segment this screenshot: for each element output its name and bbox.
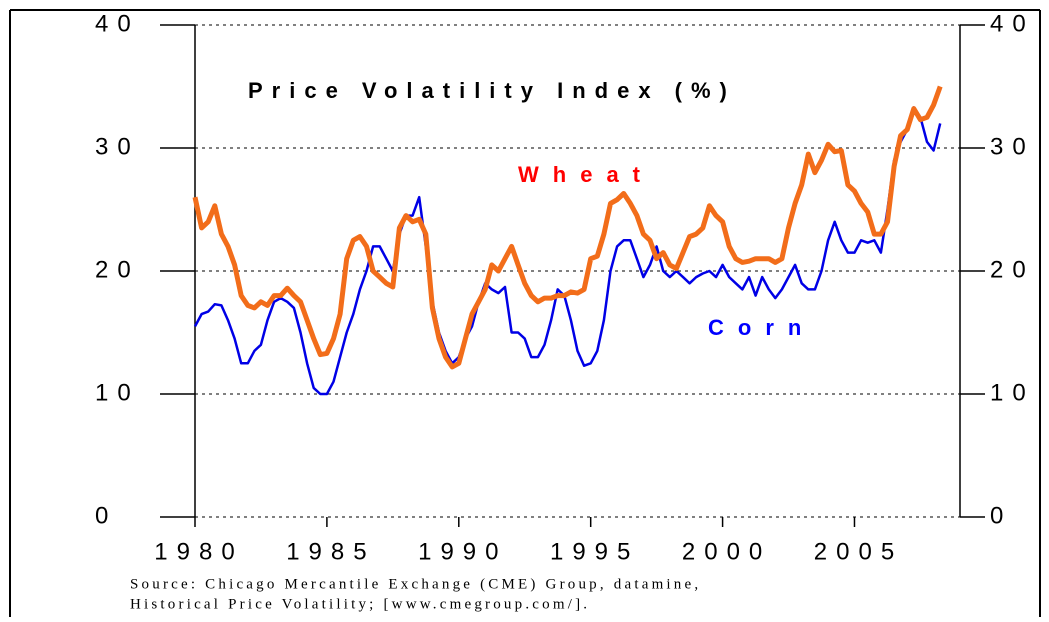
y-tick-label: 10 (95, 379, 140, 406)
y2-tick-label: 10 (990, 379, 1035, 406)
x-tick-label: 1990 (418, 538, 507, 565)
y2-tick-label: 0 (990, 502, 1012, 529)
x-tick-label: 1985 (286, 538, 375, 565)
x-tick-label: 1980 (154, 538, 243, 565)
line-series (193, 106, 942, 396)
y-tick-label: 30 (95, 133, 140, 160)
series-annotation: Wheat (518, 162, 654, 187)
y-tick-label: 0 (95, 502, 117, 529)
x-tick-label: 2000 (682, 538, 771, 565)
y-tick-label: 40 (95, 10, 140, 37)
x-tick-label: 2005 (814, 538, 903, 565)
source-line: Source: Chicago Mercantile Exchange (CME… (130, 576, 701, 592)
line-series (192, 85, 943, 370)
y2-tick-label: 20 (990, 256, 1035, 283)
chart-title: Price Volatility Index (%) (248, 78, 736, 103)
y2-tick-label: 30 (990, 133, 1035, 160)
x-tick-label: 1995 (550, 538, 639, 565)
y2-tick-label: 40 (990, 10, 1035, 37)
source-line: Historical Price Volatility; [www.cmegro… (130, 596, 590, 612)
series-annotation: Corn (708, 315, 815, 340)
y-tick-label: 20 (95, 256, 140, 283)
